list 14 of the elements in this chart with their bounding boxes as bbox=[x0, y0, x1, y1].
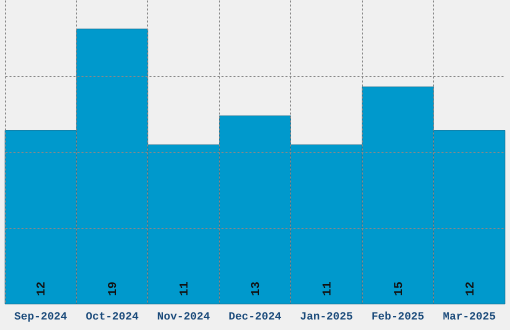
x-tick-label: Dec-2024 bbox=[228, 312, 282, 324]
data-label: 12 bbox=[34, 282, 49, 296]
data-label: 13 bbox=[249, 282, 263, 296]
data-label: 12 bbox=[463, 282, 478, 296]
x-tick-label: Mar-2025 bbox=[442, 312, 496, 324]
x-tick-label: Jan-2025 bbox=[300, 312, 354, 324]
x-tick-label: Oct-2024 bbox=[86, 312, 139, 324]
data-label: 19 bbox=[106, 282, 120, 296]
x-tick-label: Nov-2024 bbox=[157, 312, 210, 324]
x-tick-label: Sep-2024 bbox=[14, 312, 68, 324]
data-label: 11 bbox=[178, 282, 192, 296]
data-label: 11 bbox=[320, 282, 334, 296]
x-tick-label: Feb-2025 bbox=[371, 312, 425, 324]
data-label: 15 bbox=[392, 282, 406, 296]
